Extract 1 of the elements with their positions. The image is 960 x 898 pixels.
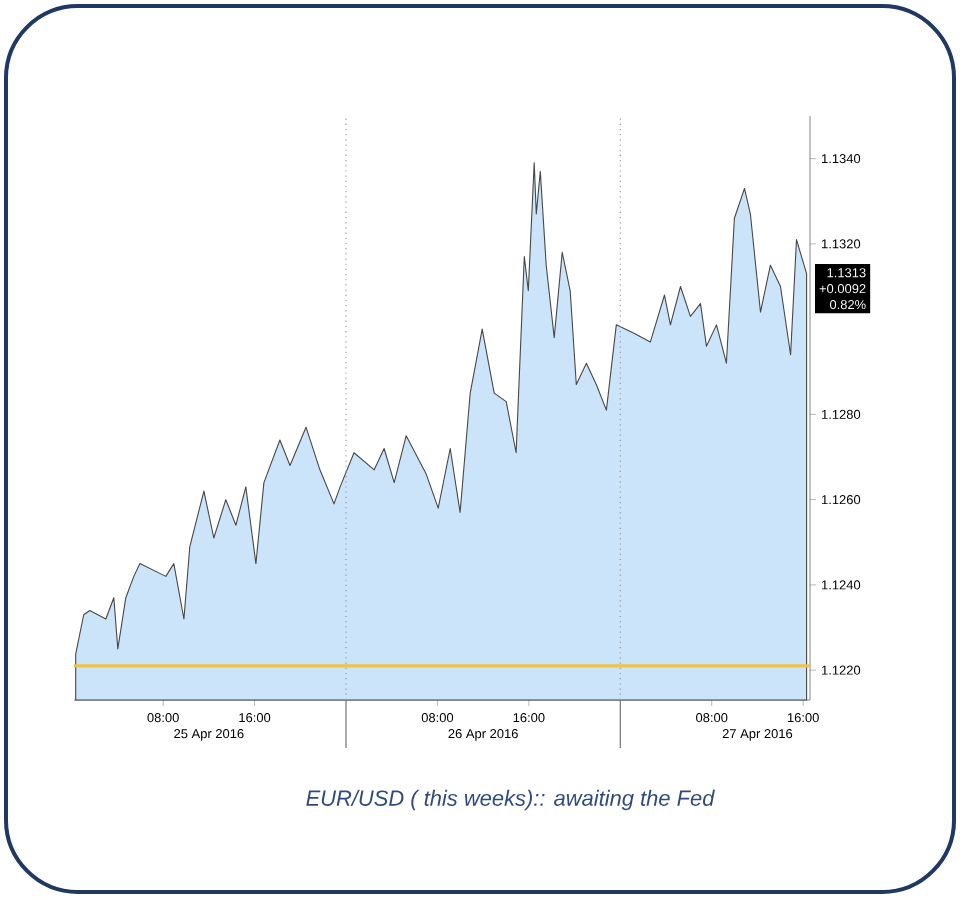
text: EUR/USD ( this weeks):: awaiting the Fed	[306, 789, 715, 811]
